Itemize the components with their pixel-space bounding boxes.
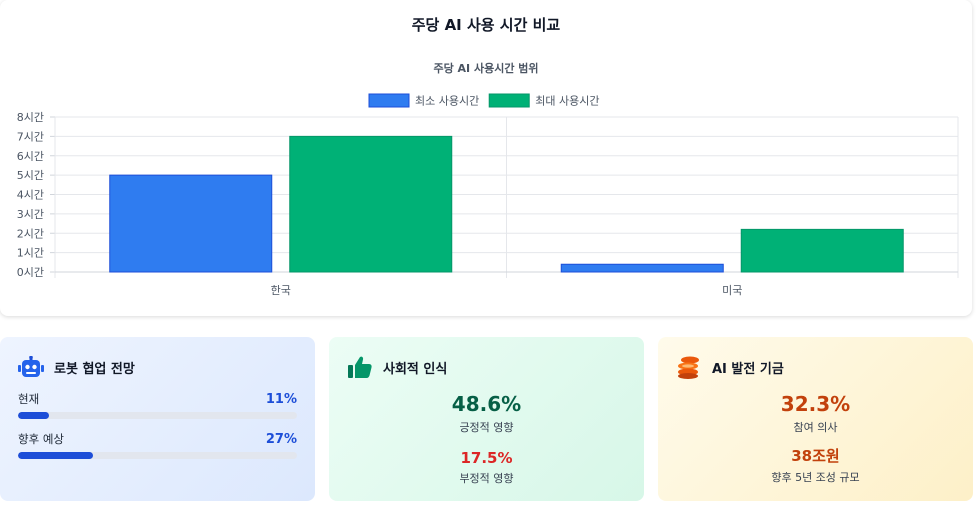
progress-track	[18, 452, 297, 459]
y-tick-label: 2시간	[17, 227, 44, 240]
legend-label: 최대 사용시간	[535, 95, 599, 108]
participation-value: 32.3%	[780, 392, 851, 416]
progress-track	[18, 412, 297, 419]
progress-fill	[18, 412, 49, 419]
robot-icon	[18, 355, 44, 379]
positive-label: 긍정적 영향	[459, 421, 514, 434]
y-tick-label: 0시간	[17, 266, 44, 279]
social-perception-card: 사회적 인식 48.6% 긍정적 영향 17.5% 부정적 영향	[329, 337, 644, 501]
fund-card-title: AI 발전 기금	[712, 361, 784, 377]
negative-value: 17.5%	[460, 449, 513, 467]
progress-row-current: 현재 11%	[18, 391, 297, 407]
legend-swatch	[488, 93, 530, 108]
page-title: 주당 AI 사용 시간 비교	[411, 16, 561, 34]
y-tick-label: 5시간	[17, 169, 44, 182]
bar	[740, 228, 904, 273]
y-tick-label: 7시간	[17, 130, 44, 143]
coins-icon	[676, 355, 702, 379]
participation-label: 참여 의사	[793, 421, 838, 434]
chart-subtitle: 주당 AI 사용시간 범위	[433, 61, 538, 75]
y-tick-label: 8시간	[17, 111, 44, 124]
x-tick-label: 미국	[722, 284, 742, 297]
progress-label: 현재	[18, 392, 40, 406]
y-tick-label: 1시간	[17, 247, 44, 260]
robot-card-title: 로봇 협업 전망	[54, 361, 135, 377]
thumbs-up-icon	[347, 355, 373, 379]
bar	[560, 263, 724, 273]
progress-value: 27%	[265, 431, 297, 447]
progress-value: 11%	[265, 391, 297, 407]
ai-fund-card: AI 발전 기금 32.3% 참여 의사 38조원 향후 5년 조성 규모	[658, 337, 973, 501]
bar	[289, 135, 453, 273]
y-tick-label: 3시간	[17, 208, 44, 221]
progress-fill	[18, 452, 94, 459]
legend-swatch	[368, 93, 410, 108]
progress-label: 향후 예상	[18, 432, 64, 446]
robot-collab-card: 로봇 협업 전망 현재 11% 향후 예상 27%	[0, 337, 315, 501]
social-card-title: 사회적 인식	[383, 361, 448, 377]
positive-value: 48.6%	[451, 392, 522, 416]
bar	[109, 174, 273, 273]
progress-row-future: 향후 예상 27%	[18, 431, 297, 447]
y-tick-label: 6시간	[17, 150, 44, 163]
amount-value: 38조원	[791, 447, 840, 465]
y-tick-label: 4시간	[17, 189, 44, 202]
amount-label: 향후 5년 조성 규모	[771, 471, 860, 484]
negative-label: 부정적 영향	[459, 472, 514, 485]
legend-label: 최소 사용시간	[415, 95, 479, 108]
x-tick-label: 한국	[271, 284, 291, 297]
